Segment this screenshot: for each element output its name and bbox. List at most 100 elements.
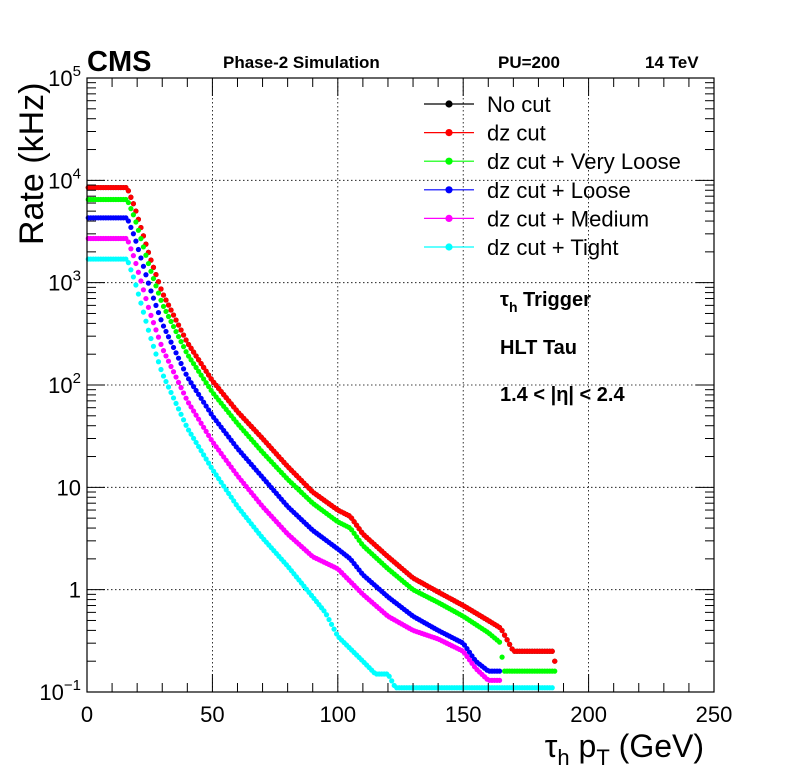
data-point: [499, 654, 505, 660]
data-point: [160, 348, 167, 354]
y-tick-label: 10−1: [39, 677, 81, 705]
data-point: [165, 334, 172, 340]
data-point: [201, 399, 207, 405]
data-point: [180, 417, 187, 423]
data-point: [469, 653, 475, 659]
data-point: [163, 308, 169, 315]
data-point: [193, 412, 199, 418]
data-point: [183, 349, 189, 355]
data-point: [198, 420, 204, 426]
data-point: [173, 374, 179, 380]
legend-entry: dz cut + Loose: [424, 178, 631, 203]
data-point: [145, 304, 152, 310]
data-point: [153, 271, 159, 278]
data-point: [135, 246, 142, 253]
x-tick-label: 150: [445, 702, 482, 727]
data-point: [135, 291, 142, 297]
legend-marker: [445, 214, 453, 222]
data-point: [150, 343, 157, 349]
data-point: [218, 479, 224, 485]
legend-label: No cut: [487, 92, 551, 117]
legend-label: dz cut + Loose: [487, 178, 631, 203]
data-point: [549, 685, 555, 691]
y-tick-label: 105: [48, 63, 81, 91]
data-point: [188, 404, 194, 410]
data-point: [190, 361, 197, 367]
legend-marker: [445, 129, 453, 137]
data-point: [153, 327, 159, 333]
legend-label: dz cut + Very Loose: [487, 149, 681, 174]
data-point: [206, 407, 212, 413]
data-point: [133, 282, 139, 288]
data-point: [148, 288, 154, 294]
data-point: [193, 353, 199, 359]
data-point: [158, 366, 164, 373]
data-point: [201, 452, 207, 458]
data-point: [231, 498, 237, 504]
data-point: [173, 400, 179, 407]
data-point: [173, 350, 179, 356]
series-3: [85, 215, 503, 674]
legend-entry: dz cut + Medium: [424, 206, 649, 231]
data-point: [170, 369, 177, 375]
x-tick-label: 250: [696, 702, 733, 727]
data-point: [138, 300, 144, 306]
legend-label: dz cut: [487, 121, 546, 146]
data-point: [389, 678, 395, 684]
series-5: [85, 256, 555, 691]
data-point: [153, 351, 159, 357]
data-point: [133, 208, 139, 214]
hlt-path-label: HLT Tau: [500, 337, 577, 359]
data-point: [168, 318, 174, 325]
data-point: [138, 278, 144, 284]
data-point: [193, 364, 199, 371]
data-point: [158, 317, 164, 323]
x-tick-label: 200: [570, 702, 607, 727]
data-point: [128, 206, 134, 212]
simulation-label: Phase-2 Simulation: [223, 53, 380, 72]
data-point: [130, 201, 136, 207]
data-point: [185, 427, 192, 433]
data-point: [148, 312, 154, 318]
legend-entry: dz cut + Very Loose: [424, 149, 681, 174]
legend-label: dz cut + Tight: [487, 235, 618, 260]
data-point: [133, 260, 139, 267]
data-point: [168, 307, 174, 313]
data-point: [145, 327, 152, 333]
data-point: [190, 349, 197, 355]
data-point: [196, 443, 202, 450]
data-point: [175, 379, 182, 385]
legend-entry: dz cut + Tight: [424, 235, 618, 260]
legend-marker: [445, 243, 453, 251]
data-point: [196, 368, 202, 374]
x-tick-label: 100: [319, 702, 356, 727]
data-point: [496, 677, 503, 683]
x-tick-label: 50: [200, 702, 224, 727]
data-point: [138, 236, 144, 242]
data-point: [133, 219, 139, 225]
data-point: [506, 641, 513, 647]
data-point: [198, 448, 204, 454]
data-point: [155, 290, 162, 296]
legend-marker: [445, 157, 453, 165]
x-tick-label: 0: [81, 702, 93, 727]
data-point: [496, 668, 503, 674]
data-point: [203, 428, 209, 434]
data-point: [128, 224, 134, 230]
data-point: [165, 313, 172, 320]
data-point: [203, 456, 209, 462]
y-tick-label: 1: [69, 578, 81, 603]
data-point: [331, 626, 337, 632]
data-point: [125, 218, 131, 224]
data-point: [190, 384, 197, 390]
legend-entry: No cut: [424, 92, 551, 117]
data-point: [128, 194, 134, 200]
data-point: [155, 279, 162, 285]
x-axis-title: τh pT (GeV): [545, 728, 704, 770]
data-point: [213, 472, 219, 478]
data-point: [461, 642, 468, 648]
data-point: [180, 344, 187, 350]
data-point: [170, 312, 177, 318]
legend-entry: dz cut: [424, 121, 546, 146]
data-point: [160, 292, 167, 298]
